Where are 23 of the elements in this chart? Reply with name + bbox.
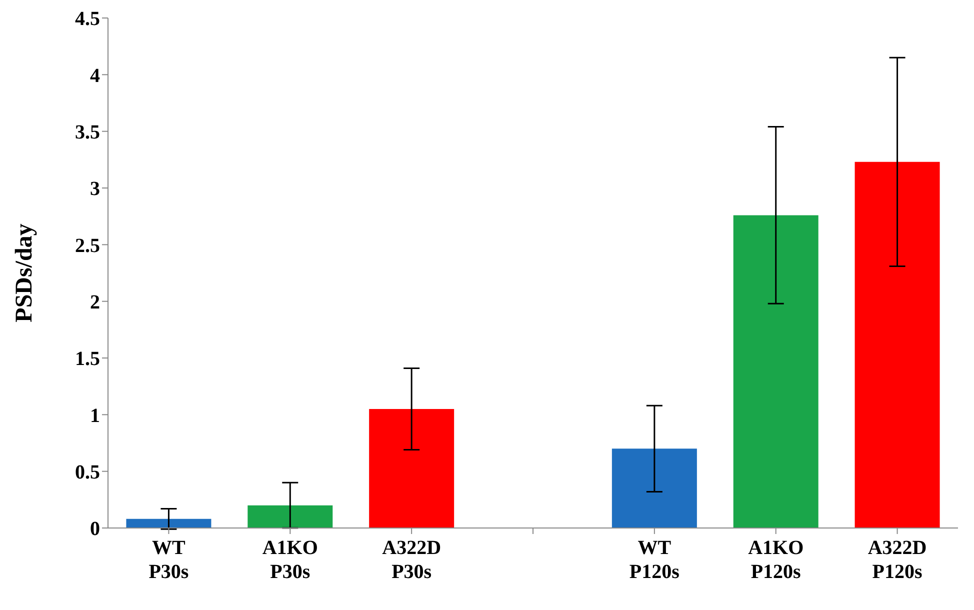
bar	[854, 162, 940, 528]
x-tick-label: WT P30s	[148, 537, 189, 583]
y-tick-label: 4	[90, 64, 100, 87]
y-tick-label: 2	[90, 291, 100, 314]
bar	[248, 505, 333, 528]
bar	[126, 518, 212, 528]
x-tick-label: A1KO P30s	[262, 537, 318, 583]
y-axis-title: PSDs/day	[12, 224, 38, 322]
y-tick-label: 1	[90, 404, 100, 427]
bar	[612, 448, 697, 528]
x-tick-label: A1KO P120s	[748, 537, 804, 583]
y-tick-label: 3.5	[75, 121, 100, 144]
bar	[733, 215, 818, 528]
y-tick-label: 0	[90, 518, 100, 540]
bar	[369, 409, 454, 528]
x-tick-label: A322D P120s	[868, 537, 927, 583]
y-tick-label: 3	[90, 178, 100, 200]
x-tick-label: WT P120s	[629, 537, 680, 583]
y-tick-label: 4.5	[75, 8, 100, 30]
x-tick-label: A322D P30s	[382, 537, 442, 583]
y-tick-label: 1.5	[75, 348, 100, 370]
y-tick-label: 2.5	[75, 234, 100, 257]
y-tick-label: 0.5	[75, 461, 100, 484]
